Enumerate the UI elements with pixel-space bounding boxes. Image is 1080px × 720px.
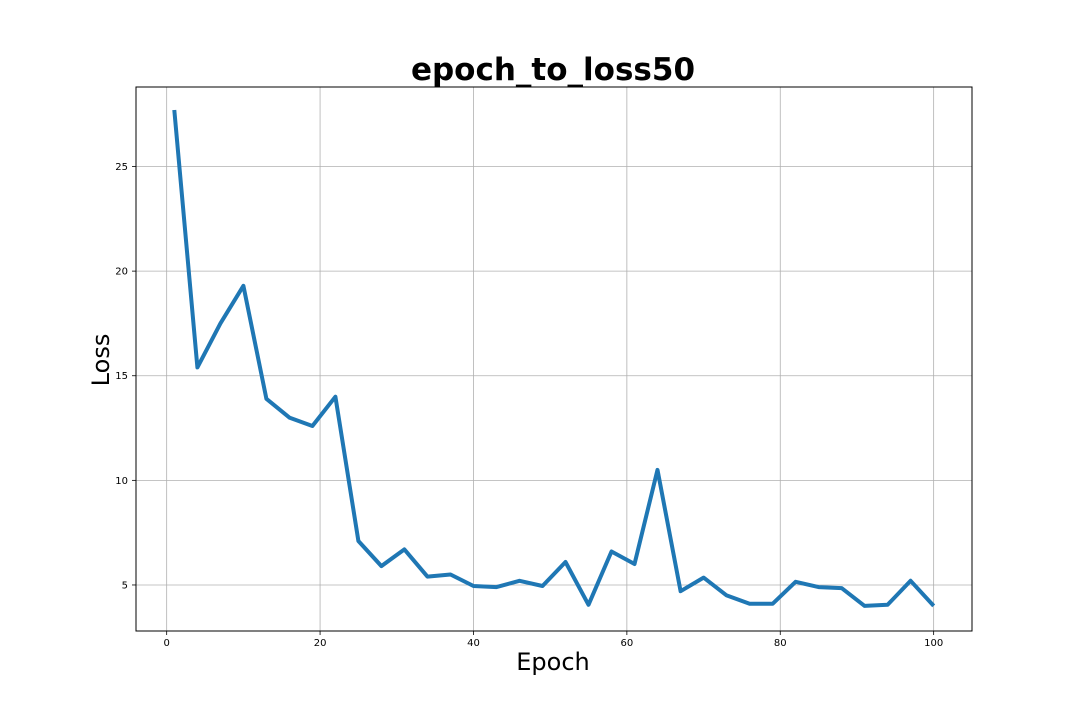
- x-tick-label: 100: [924, 638, 943, 649]
- x-tick-label: 80: [774, 638, 787, 649]
- chart-title: epoch_to_loss50: [411, 52, 695, 88]
- x-tick-label: 60: [620, 638, 633, 649]
- y-tick-label: 5: [122, 580, 128, 591]
- y-tick-label: 15: [115, 371, 128, 382]
- plot-frame: [135, 86, 973, 632]
- x-tick-label: 40: [467, 638, 480, 649]
- x-axis-label: Epoch: [516, 648, 590, 676]
- x-tick-label: 0: [163, 638, 169, 649]
- grid: [136, 87, 972, 631]
- loss-series-line: [172, 109, 936, 608]
- series-layer: [172, 109, 936, 608]
- ticks: 0 20 40 60 80 100 5 10 15 20 25: [115, 162, 943, 649]
- x-tick-label: 20: [314, 638, 327, 649]
- y-tick-label: 20: [115, 267, 128, 278]
- y-tick-label: 25: [115, 162, 128, 173]
- y-tick-label: 10: [115, 476, 128, 487]
- y-axis-label: Loss: [87, 334, 115, 387]
